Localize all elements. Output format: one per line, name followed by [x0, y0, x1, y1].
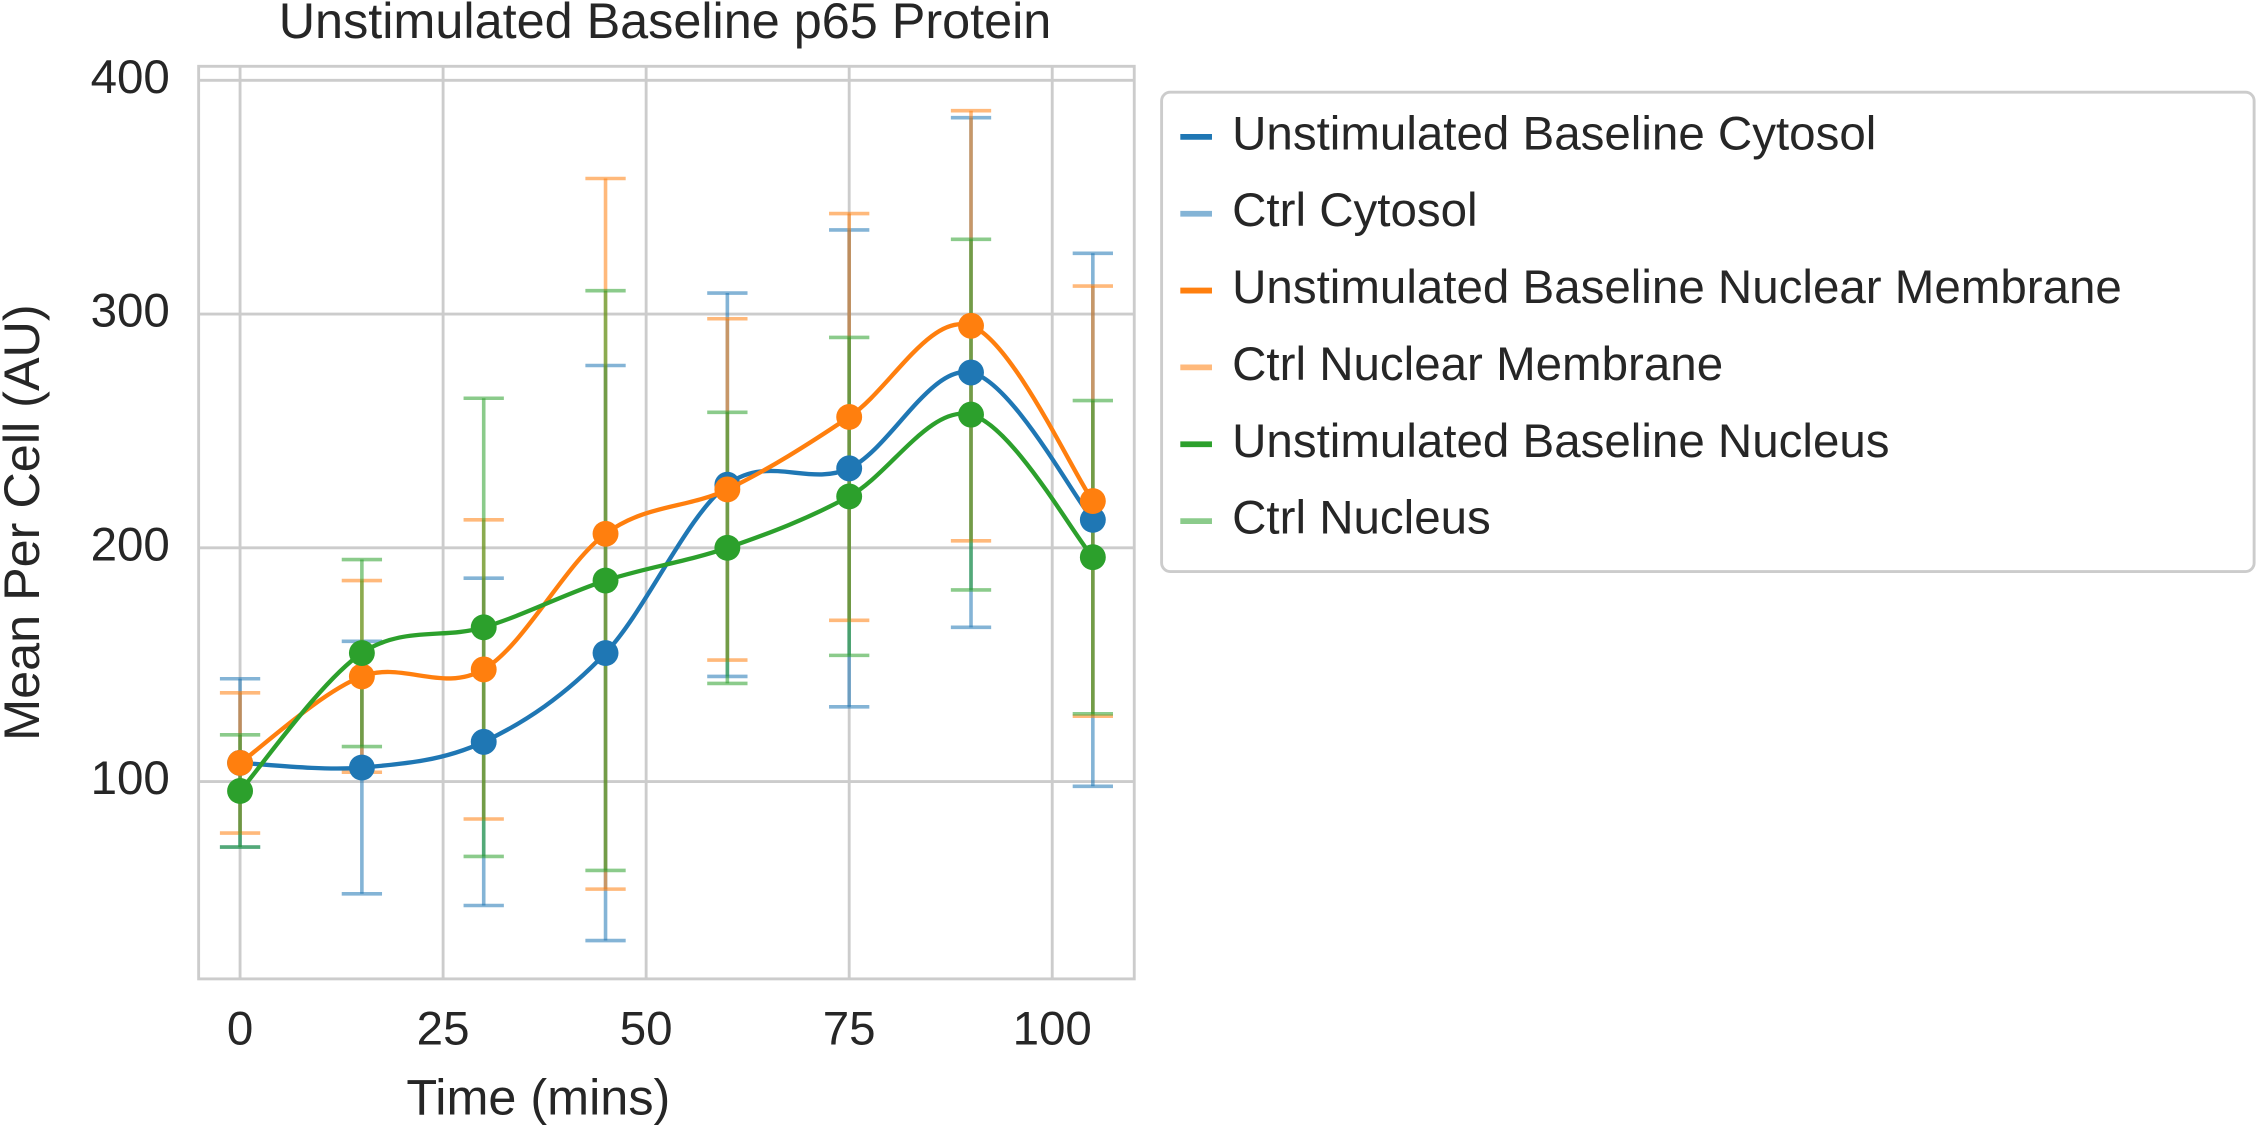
chart-title: Unstimulated Baseline p65 Protein — [279, 0, 1052, 49]
x-tick-label: 50 — [620, 1003, 673, 1056]
x-tick-label: 100 — [1013, 1003, 1092, 1056]
marker — [592, 640, 619, 666]
legend-label: Ctrl Nuclear Membrane — [1232, 338, 1723, 391]
marker — [958, 401, 984, 428]
legend-box — [1160, 90, 2256, 573]
marker — [836, 483, 863, 510]
marker — [470, 614, 497, 641]
marker — [714, 534, 741, 561]
marker — [470, 656, 497, 683]
lines — [227, 312, 1106, 804]
marker — [714, 476, 741, 503]
marker — [470, 728, 497, 755]
legend-label: Unstimulated Baseline Cytosol — [1232, 107, 1876, 160]
marker — [1079, 506, 1106, 533]
marker — [836, 455, 863, 482]
y-tick-label: 400 — [91, 51, 170, 104]
marker — [592, 520, 619, 547]
legend-label: Unstimulated Baseline Nuclear Membrane — [1232, 261, 2122, 314]
x-tick-label: 75 — [823, 1003, 876, 1056]
legend-label: Ctrl Nucleus — [1232, 492, 1491, 545]
legend: Unstimulated Baseline Cytosol Ctrl Cytoso… — [1180, 107, 2122, 545]
y-tick-label: 100 — [91, 752, 170, 805]
error-bars — [219, 108, 1113, 943]
marker — [227, 777, 254, 804]
marker — [958, 312, 984, 339]
marker — [348, 640, 375, 666]
marker — [1079, 488, 1106, 515]
marker — [227, 749, 254, 776]
x-tick-label: 0 — [227, 1003, 253, 1056]
x-axis-label: Time (mins) — [406, 1069, 670, 1126]
series-line — [238, 321, 1095, 765]
y-tick-label: 300 — [91, 285, 170, 338]
marker — [348, 754, 375, 781]
x-tick-label: 25 — [417, 1003, 470, 1056]
marker — [836, 403, 863, 430]
y-tick-label: 200 — [91, 518, 170, 571]
y-axis-label: Mean Per Cell (AU) — [0, 304, 50, 741]
marker — [592, 567, 619, 594]
legend-label: Ctrl Cytosol — [1232, 184, 1477, 237]
marker — [958, 359, 984, 386]
legend-label: Unstimulated Baseline Nucleus — [1232, 415, 1889, 468]
plot-frame — [197, 64, 1136, 981]
series-line — [238, 411, 1095, 793]
marker — [1079, 544, 1106, 571]
marker — [348, 663, 375, 690]
series-line — [239, 369, 1095, 771]
grid — [198, 66, 1135, 979]
